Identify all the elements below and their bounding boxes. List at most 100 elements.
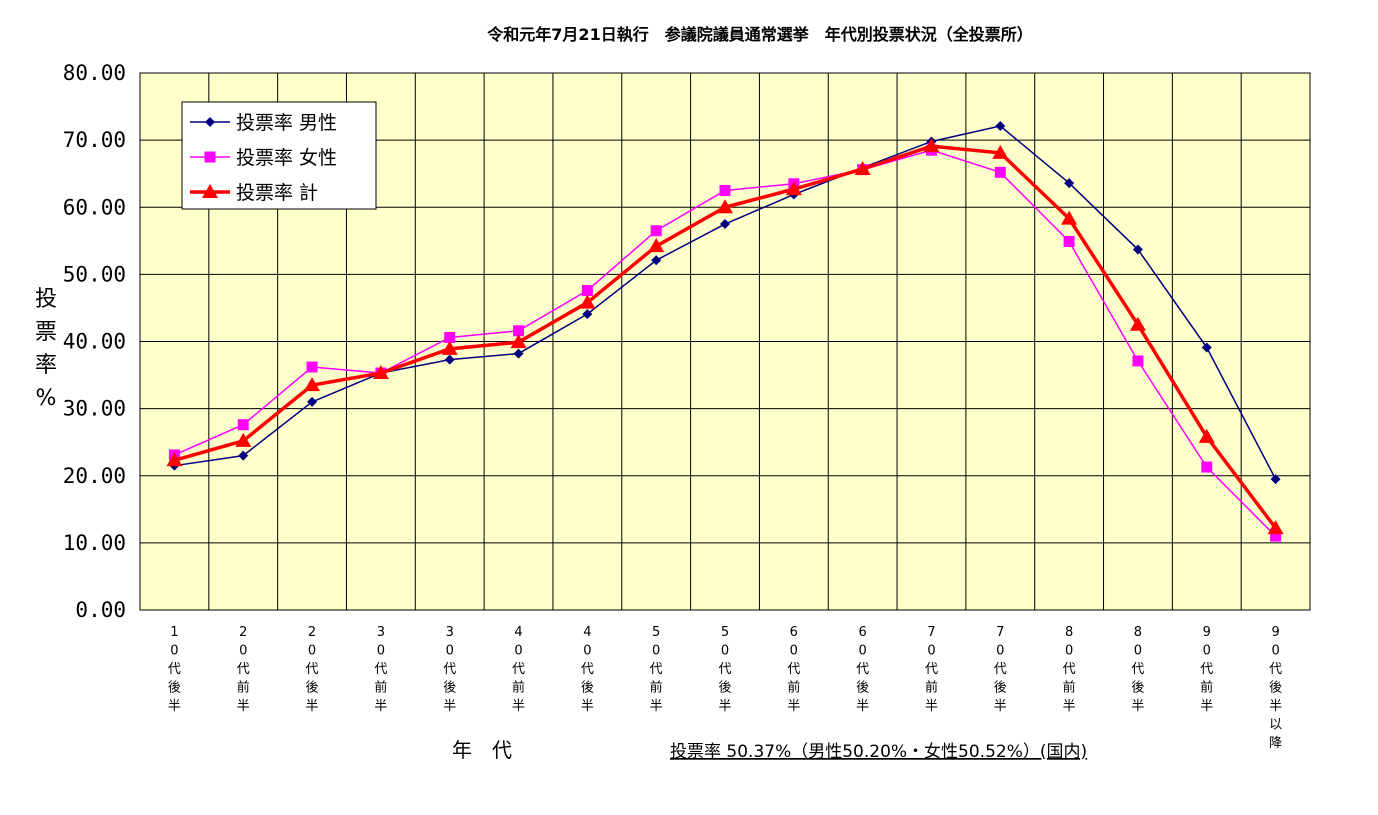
data-point-square	[306, 361, 318, 373]
x-tick-char: 前	[650, 680, 663, 696]
x-tick-char: 0	[859, 644, 867, 659]
x-tick-char: 5	[652, 625, 660, 640]
y-tick-label: 30.00	[63, 397, 126, 421]
y-tick-label: 20.00	[63, 464, 126, 488]
legend-label: 投票率 計	[236, 182, 318, 204]
x-tick-label: 7 0 代後半	[994, 625, 1007, 714]
x-tick-char: 4	[514, 625, 522, 640]
data-point-diamond	[995, 121, 1006, 132]
x-tick-char: 代	[787, 662, 800, 677]
x-tick-char: 0	[927, 644, 935, 659]
y-tick-label: 50.00	[63, 262, 126, 286]
x-tick-char: 0	[583, 644, 591, 659]
x-tick-char: 後	[443, 681, 456, 696]
x-tick-char: 前	[1200, 680, 1213, 696]
x-tick-char: 8	[1065, 625, 1073, 640]
x-tick-label: 5 0 代前半	[650, 625, 663, 714]
x-tick-char: 2	[308, 625, 316, 640]
x-tick-char: 前	[787, 680, 800, 696]
legend-entry: 投票率 計	[190, 182, 318, 204]
x-tick-char: 4	[583, 625, 591, 640]
data-point-triangle	[717, 199, 733, 214]
x-tick-label: 2 0 代前半	[237, 625, 250, 714]
x-tick-char: 以	[1269, 718, 1282, 733]
x-tick-char: 半	[994, 699, 1007, 714]
x-tick-label: 9 0 代前半	[1200, 625, 1213, 714]
x-tick-char: 後	[1269, 681, 1282, 696]
legend-label: 投票率 男性	[236, 112, 337, 134]
x-tick-label: 2 0 代後半	[306, 625, 319, 714]
x-tick-char: 1	[170, 625, 178, 640]
x-tick-char: 半	[1063, 699, 1076, 714]
x-tick-char: 7	[927, 625, 935, 640]
x-tick-char: 後	[1131, 681, 1144, 696]
chart-title: 令和元年7月21日執行 参議院議員通常選挙 年代別投票状況（全投票所）	[486, 25, 1032, 44]
x-tick-label: 7 0 代前半	[925, 625, 938, 714]
x-axis-ticks: 1 0 代後半 2 0 代前半 2 0 代後半 3 0 代前半 3 0 代後半 4 0 代前半 4 0 代後半 5 0 代前半…	[168, 625, 1282, 751]
x-tick-char: 0	[1271, 644, 1279, 659]
x-tick-char: 代	[650, 662, 663, 677]
x-tick-char: 半	[718, 699, 731, 714]
data-point-diamond	[651, 255, 662, 266]
x-tick-char: 3	[377, 625, 385, 640]
x-tick-label: 4 0 代前半	[512, 625, 525, 714]
data-point-square	[204, 151, 216, 163]
x-tick-char: 代	[1063, 662, 1076, 677]
y-label-char: 投	[35, 287, 57, 312]
data-point-triangle	[372, 365, 389, 380]
data-point-square	[719, 184, 731, 196]
data-point-triangle	[923, 138, 940, 153]
x-tick-label: 3 0 代後半	[443, 625, 456, 714]
x-tick-char: 0	[170, 644, 178, 659]
data-point-triangle	[579, 294, 596, 309]
x-axis-label: 年 代	[452, 738, 512, 762]
x-tick-char: 7	[996, 625, 1004, 640]
y-axis-label: 投票率%	[35, 287, 57, 411]
x-tick-char: 半	[787, 699, 800, 714]
x-tick-char: 0	[996, 644, 1004, 659]
data-point-triangle	[785, 181, 802, 196]
x-tick-char: 前	[512, 680, 525, 696]
x-tick-label: 8 0 代前半	[1063, 625, 1076, 714]
data-point-triangle	[1267, 520, 1284, 535]
data-point-triangle	[235, 432, 252, 447]
data-point-triangle	[854, 160, 871, 175]
y-tick-label: 80.00	[63, 61, 126, 85]
x-tick-char: 半	[306, 699, 319, 714]
x-tick-char: 後	[581, 681, 594, 696]
data-point-triangle	[510, 334, 527, 349]
data-point-diamond	[1064, 178, 1075, 189]
x-tick-char: 半	[443, 699, 456, 714]
x-tick-char: 6	[790, 625, 798, 640]
x-tick-char: 6	[859, 625, 867, 640]
x-tick-char: 後	[856, 681, 869, 696]
x-tick-char: 代	[994, 662, 1007, 677]
legend-entry: 投票率 男性	[190, 112, 337, 134]
x-tick-char: 半	[925, 699, 938, 714]
x-tick-char: 半	[650, 699, 663, 714]
x-tick-char: 後	[306, 681, 319, 696]
x-tick-char: 3	[446, 625, 454, 640]
x-tick-label: 3 0 代前半	[374, 625, 387, 714]
y-tick-label: 70.00	[63, 128, 126, 152]
x-tick-label: 5 0 代後半	[718, 625, 731, 714]
x-tick-label: 4 0 代後半	[581, 625, 594, 714]
x-tick-char: 0	[239, 644, 247, 659]
x-tick-char: 半	[856, 699, 869, 714]
x-tick-char: 後	[994, 681, 1007, 696]
x-tick-char: 代	[1131, 662, 1144, 677]
y-tick-label: 60.00	[63, 195, 126, 219]
legend-entry: 投票率 女性	[190, 147, 337, 169]
x-tick-char: 代	[718, 662, 731, 677]
x-tick-char: 半	[581, 699, 594, 714]
x-tick-label: 6 0 代後半	[856, 625, 869, 714]
x-tick-char: 半	[168, 699, 181, 714]
x-tick-char: 代	[1269, 662, 1282, 677]
data-point-diamond	[238, 450, 249, 461]
x-tick-label: 1 0 代後半	[168, 625, 181, 714]
x-tick-char: 代	[443, 662, 456, 677]
data-point-square	[1270, 530, 1282, 542]
data-point-diamond	[1132, 244, 1143, 255]
